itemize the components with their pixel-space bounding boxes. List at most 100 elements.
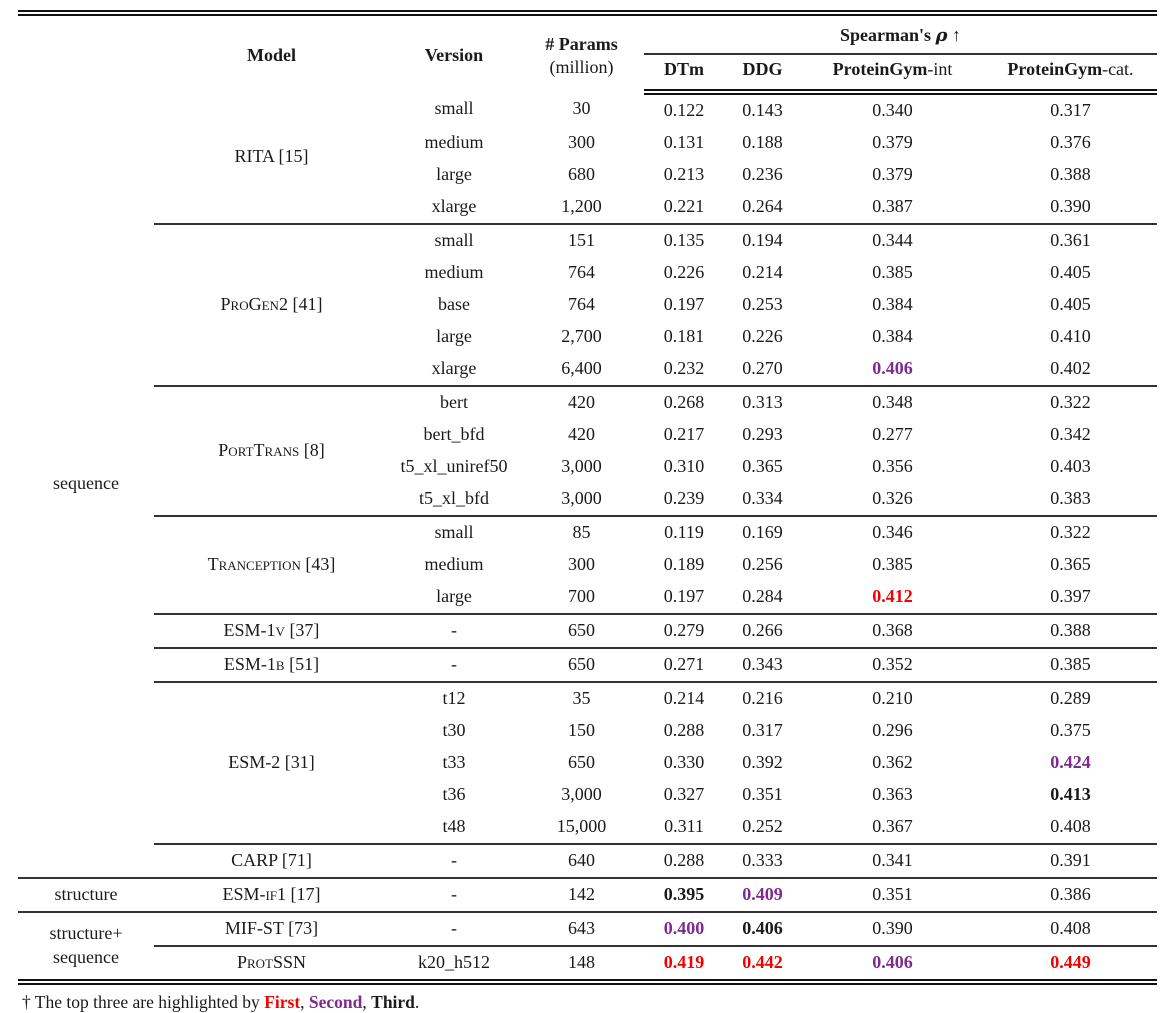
model-cell: RITA [15] bbox=[234, 146, 309, 167]
metric-cell-ddg: 0.270 bbox=[742, 357, 783, 378]
params-cell: 6,400 bbox=[561, 357, 602, 378]
metric-cell-dtm: 0.419 bbox=[644, 944, 724, 982]
version-cell: small bbox=[389, 222, 519, 257]
table-row: xlarge 6,400 0.232 0.270 0.406 0.402 bbox=[18, 353, 1157, 386]
table-row: t36 3,000 0.327 0.351 0.363 0.413 bbox=[18, 779, 1157, 811]
metric-cell-proteingym-int: 0.362 bbox=[872, 751, 913, 772]
metric-cell-proteingym-int: 0.348 bbox=[801, 384, 984, 419]
params-cell: 142 bbox=[519, 876, 644, 912]
metric-cell-dtm: 0.330 bbox=[663, 751, 705, 772]
params-cell: 700 bbox=[568, 585, 595, 606]
metric-cell-proteingym-int: 0.406 bbox=[872, 357, 913, 378]
table-row: t5_xl_uniref50 3,000 0.310 0.365 0.356 0.403 bbox=[18, 451, 1157, 483]
params-cell: 650 bbox=[519, 612, 644, 648]
table-row: structure ESM-if1 [17] -142 0.395 0.409 0.351… bbox=[18, 876, 1157, 912]
table-row: xlarge 1,200 0.221 0.264 0.387 0.390 bbox=[18, 191, 1157, 224]
footnote-third-legend: Third bbox=[371, 991, 415, 1012]
metric-cell-proteingym-cat: 0.391 bbox=[984, 842, 1157, 878]
metric-cell-ddg: 0.194 bbox=[724, 222, 801, 257]
metric-cell-proteingym-cat: 0.388 bbox=[984, 612, 1157, 648]
version-cell: xlarge bbox=[431, 357, 477, 378]
metric-cell-ddg: 0.284 bbox=[742, 585, 783, 606]
metric-cell-proteingym-cat: 0.317 bbox=[1050, 99, 1091, 120]
version-cell: - bbox=[389, 646, 519, 682]
table-row: medium 764 0.226 0.214 0.385 0.405 bbox=[18, 257, 1157, 289]
version-cell: t5_xl_bfd bbox=[419, 487, 489, 508]
metric-cell-proteingym-int: 0.340 bbox=[872, 99, 913, 120]
model-cell: ESM-2 [31] bbox=[154, 680, 389, 844]
version-cell: base bbox=[438, 293, 470, 314]
version-cell: small bbox=[434, 98, 474, 119]
metric-cell-dtm: 0.268 bbox=[644, 384, 724, 419]
metric-cell-proteingym-cat: 0.361 bbox=[984, 222, 1157, 257]
table-row: ProtSSN k20_h512 148 0.419 0.442 0.406 0.449 bbox=[18, 944, 1157, 982]
params-cell: 35 bbox=[519, 680, 644, 715]
table-row: Tranception [43] small 85 0.119 0.169 0.346 0.… bbox=[18, 514, 1157, 614]
metric-cell-proteingym-int: 0.367 bbox=[872, 815, 913, 836]
params-cell: 85 bbox=[519, 514, 644, 549]
params-cell: 640 bbox=[519, 842, 644, 878]
version-cell: large bbox=[436, 163, 472, 184]
metric-cell-proteingym-int: 0.406 bbox=[801, 944, 984, 982]
metric-cell-ddg: 0.236 bbox=[742, 163, 783, 184]
metric-cell-proteingym-cat: 0.342 bbox=[1050, 423, 1091, 444]
metric-cell-ddg: 0.169 bbox=[724, 514, 801, 549]
metric-cell-dtm: 0.197 bbox=[663, 293, 705, 314]
spearman-label: Spearman's bbox=[840, 25, 932, 45]
metric-cell-proteingym-cat: 0.405 bbox=[1050, 261, 1091, 282]
table-row: bert_bfd 420 0.217 0.293 0.277 0.342 bbox=[18, 419, 1157, 451]
params-cell: 764 bbox=[568, 293, 595, 314]
model-cell: Tranception [43] bbox=[154, 514, 389, 614]
metric-cell-ddg: 0.365 bbox=[742, 455, 783, 476]
metric-cell-proteingym-cat: 0.402 bbox=[1050, 357, 1091, 378]
footnote-first-legend: First bbox=[264, 991, 301, 1012]
up-arrow-icon: ↑ bbox=[952, 25, 961, 45]
metric-cell-ddg: 0.409 bbox=[724, 876, 801, 912]
metric-cell-dtm: 0.197 bbox=[663, 585, 705, 606]
metric-cell-proteingym-int: 0.384 bbox=[872, 293, 913, 314]
version-cell: t33 bbox=[442, 751, 466, 772]
metric-cell-ddg: 0.333 bbox=[724, 842, 801, 878]
metric-cell-proteingym-int: 0.341 bbox=[801, 842, 984, 878]
metric-cell-dtm: 0.279 bbox=[644, 612, 724, 648]
table-row: CARP [71] -640 0.288 0.333 0.341 0.391 bbox=[18, 842, 1157, 878]
params-cell: 3,000 bbox=[561, 455, 602, 476]
params-cell: 764 bbox=[568, 261, 595, 282]
version-cell: medium bbox=[424, 261, 484, 282]
footnote-text: † The top three are highlighted by bbox=[22, 991, 265, 1012]
model-cell: ProtSSN bbox=[154, 944, 389, 982]
metric-cell-ddg: 0.313 bbox=[724, 384, 801, 419]
table-row: t48 15,000 0.311 0.252 0.367 0.408 bbox=[18, 811, 1157, 844]
rho-symbol: ρ bbox=[935, 25, 948, 46]
version-cell: t48 bbox=[442, 815, 466, 836]
table-row: large 2,700 0.181 0.226 0.384 0.410 bbox=[18, 321, 1157, 353]
model-cell: CARP [71] bbox=[154, 842, 389, 878]
metric-cell-ddg: 0.264 bbox=[742, 195, 783, 216]
table-row: ESM-2 [31] t12 35 0.214 0.216 0.210 0.289 bbox=[18, 680, 1157, 844]
col-header-version: Version bbox=[424, 45, 484, 66]
metric-cell-proteingym-int: 0.351 bbox=[801, 876, 984, 912]
col-header-dtm: DTm bbox=[644, 53, 724, 95]
metric-cell-dtm: 0.214 bbox=[644, 680, 724, 715]
params-cell: 3,000 bbox=[561, 487, 602, 508]
metric-cell-proteingym-cat: 0.403 bbox=[1050, 455, 1091, 476]
metric-cell-proteingym-cat: 0.388 bbox=[1050, 163, 1091, 184]
footnote: † The top three are highlighted by First… bbox=[22, 991, 420, 1012]
version-cell: t30 bbox=[442, 719, 466, 740]
metric-cell-proteingym-int: 0.326 bbox=[872, 487, 913, 508]
version-cell: - bbox=[389, 612, 519, 648]
table-row: t30 150 0.288 0.317 0.296 0.375 bbox=[18, 715, 1157, 747]
metric-cell-proteingym-int: 0.296 bbox=[872, 719, 913, 740]
metric-cell-proteingym-cat: 0.408 bbox=[1050, 815, 1091, 836]
params-header-line1: # Params bbox=[545, 33, 618, 54]
model-cell: ProGen2 [41] bbox=[154, 222, 389, 386]
metric-cell-ddg: 0.252 bbox=[742, 815, 783, 836]
metric-cell-proteingym-cat: 0.397 bbox=[1050, 585, 1091, 606]
metric-cell-proteingym-cat: 0.375 bbox=[1050, 719, 1091, 740]
version-cell: large bbox=[436, 325, 472, 346]
metric-cell-ddg: 0.351 bbox=[742, 783, 783, 804]
model-cell: ESM-if1 [17] bbox=[154, 876, 389, 912]
metric-cell-dtm: 0.122 bbox=[663, 99, 705, 120]
metric-cell-proteingym-int: 0.412 bbox=[872, 585, 913, 606]
table-row: ProGen2 [41] small 151 0.135 0.194 0.344 0.361 bbox=[18, 222, 1157, 386]
